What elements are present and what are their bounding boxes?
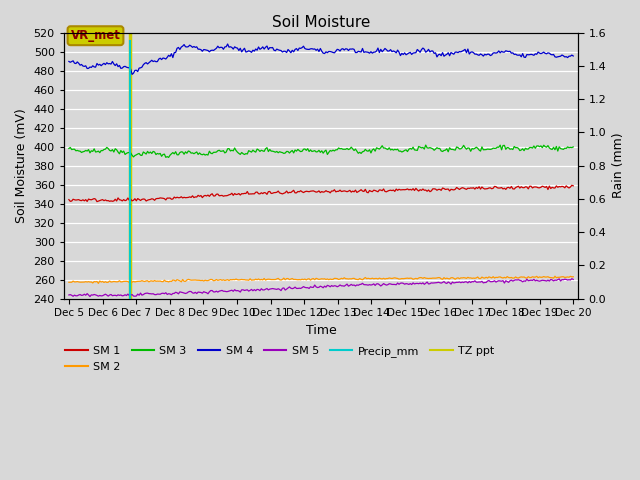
SM 3 — [287, 149, 294, 155]
SM 1 — [287, 190, 294, 195]
Text: VR_met: VR_met — [70, 29, 120, 42]
SM 4 — [570, 53, 577, 59]
Legend: SM 1, SM 2, SM 3, SM 4, SM 5, Precip_mm, TZ ppt: SM 1, SM 2, SM 3, SM 4, SM 5, Precip_mm,… — [61, 342, 499, 376]
SM 2 — [543, 274, 550, 280]
SM 4 — [128, 72, 136, 77]
SM 4 — [243, 49, 251, 55]
Y-axis label: Soil Moisture (mV): Soil Moisture (mV) — [15, 108, 28, 223]
SM 4 — [127, 66, 134, 72]
SM 2 — [551, 274, 559, 279]
SM 1 — [128, 198, 136, 204]
Line: SM 4: SM 4 — [69, 44, 573, 74]
SM 5 — [86, 294, 94, 300]
SM 1 — [217, 192, 225, 198]
Line: SM 1: SM 1 — [69, 185, 573, 202]
SM 5 — [242, 287, 250, 293]
SM 3 — [422, 142, 429, 148]
SM 2 — [217, 277, 225, 283]
SM 3 — [164, 155, 172, 160]
SM 3 — [570, 144, 577, 150]
SM 2 — [128, 279, 136, 285]
SM 4 — [217, 45, 225, 50]
SM 2 — [287, 276, 294, 282]
SM 1 — [570, 183, 577, 189]
SM 5 — [128, 292, 136, 298]
SM 5 — [217, 288, 225, 294]
SM 4 — [235, 48, 243, 53]
SM 5 — [234, 288, 241, 293]
Line: SM 3: SM 3 — [69, 145, 573, 157]
SM 1 — [568, 182, 575, 188]
SM 2 — [242, 277, 250, 283]
SM 1 — [234, 192, 241, 197]
SM 1 — [65, 197, 73, 203]
SM 2 — [570, 274, 577, 280]
X-axis label: Time: Time — [306, 324, 337, 337]
Y-axis label: Rain (mm): Rain (mm) — [612, 133, 625, 198]
SM 3 — [242, 151, 250, 156]
SM 3 — [65, 145, 73, 151]
SM 2 — [65, 279, 73, 285]
SM 1 — [543, 183, 550, 189]
SM 3 — [127, 150, 134, 156]
SM 2 — [95, 280, 102, 286]
SM 4 — [544, 50, 552, 56]
SM 5 — [570, 276, 577, 282]
SM 3 — [217, 148, 225, 154]
SM 5 — [287, 285, 294, 291]
SM 4 — [224, 41, 232, 47]
SM 5 — [543, 278, 550, 284]
SM 2 — [234, 277, 241, 283]
SM 3 — [234, 149, 241, 155]
SM 4 — [289, 48, 296, 53]
SM 5 — [568, 276, 575, 282]
Title: Soil Moisture: Soil Moisture — [272, 15, 371, 30]
SM 5 — [65, 292, 73, 298]
Line: SM 5: SM 5 — [69, 279, 573, 297]
SM 3 — [544, 143, 552, 148]
SM 1 — [93, 199, 101, 204]
SM 1 — [242, 191, 250, 196]
SM 4 — [65, 59, 73, 64]
Line: SM 2: SM 2 — [69, 276, 573, 283]
